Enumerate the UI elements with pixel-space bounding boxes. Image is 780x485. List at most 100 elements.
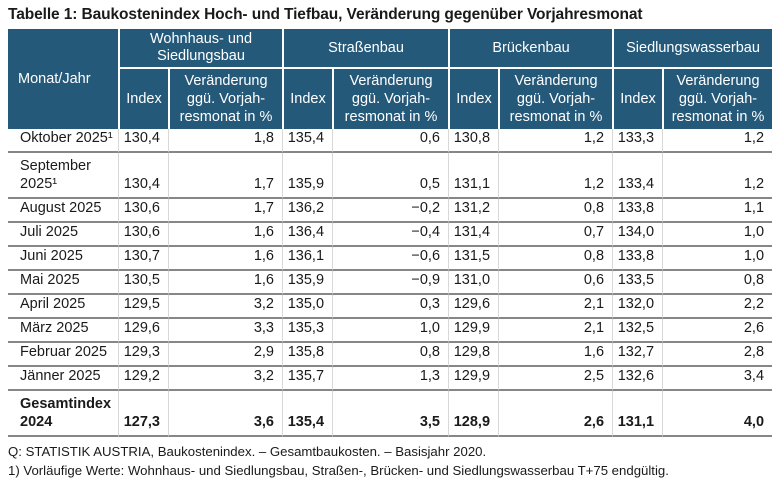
month-cell: Juli 2025 [8,223,118,247]
value-cell: 128,9 [448,391,499,437]
value-cell: 131,1 [612,391,663,437]
col-header-index: Index [612,67,663,129]
value-cell: 1,6 [168,223,283,247]
col-header-change: Veränderung ggü. Vorjah- resmonat in % [498,67,613,129]
value-cell: −0,4 [332,223,449,247]
value-cell: 130,8 [448,129,499,153]
table-row: September 2025¹ 130,4 1,7 135,9 0,5 131,1 1,2 1… [8,153,773,199]
value-cell: 133,3 [612,129,663,153]
baukostenindex-table: Monat/Jahr Wohnhaus- und Siedlungsbau St… [8,29,773,437]
value-cell: 130,7 [118,247,168,271]
value-cell: 135,9 [282,153,333,199]
value-cell: 136,4 [282,223,333,247]
value-cell: 3,4 [662,367,773,391]
table-header: Monat/Jahr Wohnhaus- und Siedlungsbau St… [8,29,773,129]
value-cell: 129,6 [448,295,499,319]
value-cell: 1,3 [332,367,449,391]
table-row: Juli 2025 130,6 1,6 136,4 −0,4 131,4 0,7 134,0 1… [8,223,773,247]
value-cell: 0,8 [662,271,773,295]
value-cell: 129,6 [118,319,168,343]
table-row: März 2025 129,6 3,3 135,3 1,0 129,9 2,1 132,5 2,… [8,319,773,343]
col-header-index: Index [118,67,168,129]
month-cell: März 2025 [8,319,118,343]
value-cell: 2,1 [498,319,613,343]
value-cell: 129,2 [118,367,168,391]
group-header-wohnhaus-siedlungsbau: Wohnhaus- und Siedlungsbau [118,29,283,67]
value-cell: 3,2 [168,367,283,391]
value-cell: 1,7 [168,153,283,199]
value-cell: 135,0 [282,295,333,319]
table-row: April 2025 129,5 3,2 135,0 0,3 129,6 2,1 132,0 2… [8,295,773,319]
value-cell: 4,0 [662,391,773,437]
value-cell: 130,5 [118,271,168,295]
value-cell: 1,1 [662,199,773,223]
value-cell: 130,4 [118,129,168,153]
value-cell: 3,2 [168,295,283,319]
value-cell: 135,3 [282,319,333,343]
value-cell: 1,0 [662,247,773,271]
value-cell: 1,0 [662,223,773,247]
value-cell: 1,6 [168,247,283,271]
value-cell: 0,8 [332,343,449,367]
value-cell: 1,7 [168,199,283,223]
value-cell: 131,5 [448,247,499,271]
value-cell: 134,0 [612,223,663,247]
value-cell: 130,4 [118,153,168,199]
group-header-strassenbau: Straßenbau [282,29,449,67]
value-cell: 0,6 [498,271,613,295]
value-cell: 133,5 [612,271,663,295]
value-cell: 0,8 [498,199,613,223]
value-cell: 132,5 [612,319,663,343]
value-cell: 0,5 [332,153,449,199]
month-cell: Jänner 2025 [8,367,118,391]
col-header-change: Veränderung ggü. Vorjah- resmonat in % [662,67,773,129]
value-cell: 0,8 [498,247,613,271]
value-cell: 131,4 [448,223,499,247]
value-cell: 135,4 [282,129,333,153]
table-title: Tabelle 1: Baukostenindex Hoch- und Tief… [8,6,643,23]
value-cell: 129,8 [448,343,499,367]
value-cell: 135,8 [282,343,333,367]
group-header-siedlungswasserbau: Siedlungswasserbau [612,29,773,67]
value-cell: 3,5 [332,391,449,437]
month-cell: Oktober 2025¹ [8,129,118,153]
value-cell: 0,6 [332,129,449,153]
value-cell: 0,3 [332,295,449,319]
value-cell: 2,1 [498,295,613,319]
value-cell: 0,7 [498,223,613,247]
group-header-brueckenbau: Brückenbau [448,29,613,67]
col-header-change: Veränderung ggü. Vorjah- resmonat in % [168,67,283,129]
value-cell: −0,9 [332,271,449,295]
value-cell: 2,8 [662,343,773,367]
value-cell: 1,2 [662,129,773,153]
source-note: Q: STATISTIK AUSTRIA, Baukostenindex. – … [8,444,487,459]
value-cell: 130,6 [118,223,168,247]
value-cell: 1,2 [498,129,613,153]
value-cell: −0,6 [332,247,449,271]
value-cell: 131,1 [448,153,499,199]
table-row: Februar 2025 129,3 2,9 135,8 0,8 129,8 1,6 132,… [8,343,773,367]
table-body: Oktober 2025¹ 130,4 1,8 135,4 0,6 130,8 1,2 133… [8,129,773,437]
value-cell: 130,6 [118,199,168,223]
table-row: Oktober 2025¹ 130,4 1,8 135,4 0,6 130,8 1,2 133… [8,129,773,153]
table-row: August 2025 130,6 1,7 136,2 −0,2 131,2 0,8 133,… [8,199,773,223]
value-cell: 131,2 [448,199,499,223]
value-cell: 136,1 [282,247,333,271]
month-cell: Gesamtindex 2024 [8,391,118,437]
table-row: Jänner 2025 129,2 3,2 135,7 1,3 129,9 2,5 132,6… [8,367,773,391]
month-cell: April 2025 [8,295,118,319]
value-cell: 129,5 [118,295,168,319]
value-cell: 1,0 [332,319,449,343]
col-header-index: Index [448,67,499,129]
value-cell: 3,3 [168,319,283,343]
value-cell: 2,9 [168,343,283,367]
table-footnotes: Q: STATISTIK AUSTRIA, Baukostenindex. – … [8,442,772,480]
value-cell: 2,2 [662,295,773,319]
value-cell: 127,3 [118,391,168,437]
statistik-table-page: Tabelle 1: Baukostenindex Hoch- und Tief… [0,6,780,485]
footnote-1: 1) Vorläufige Werte: Wohnhaus- und Siedl… [8,463,669,478]
value-cell: 133,4 [612,153,663,199]
value-cell: 132,6 [612,367,663,391]
value-cell: 3,6 [168,391,283,437]
value-cell: 2,6 [498,391,613,437]
